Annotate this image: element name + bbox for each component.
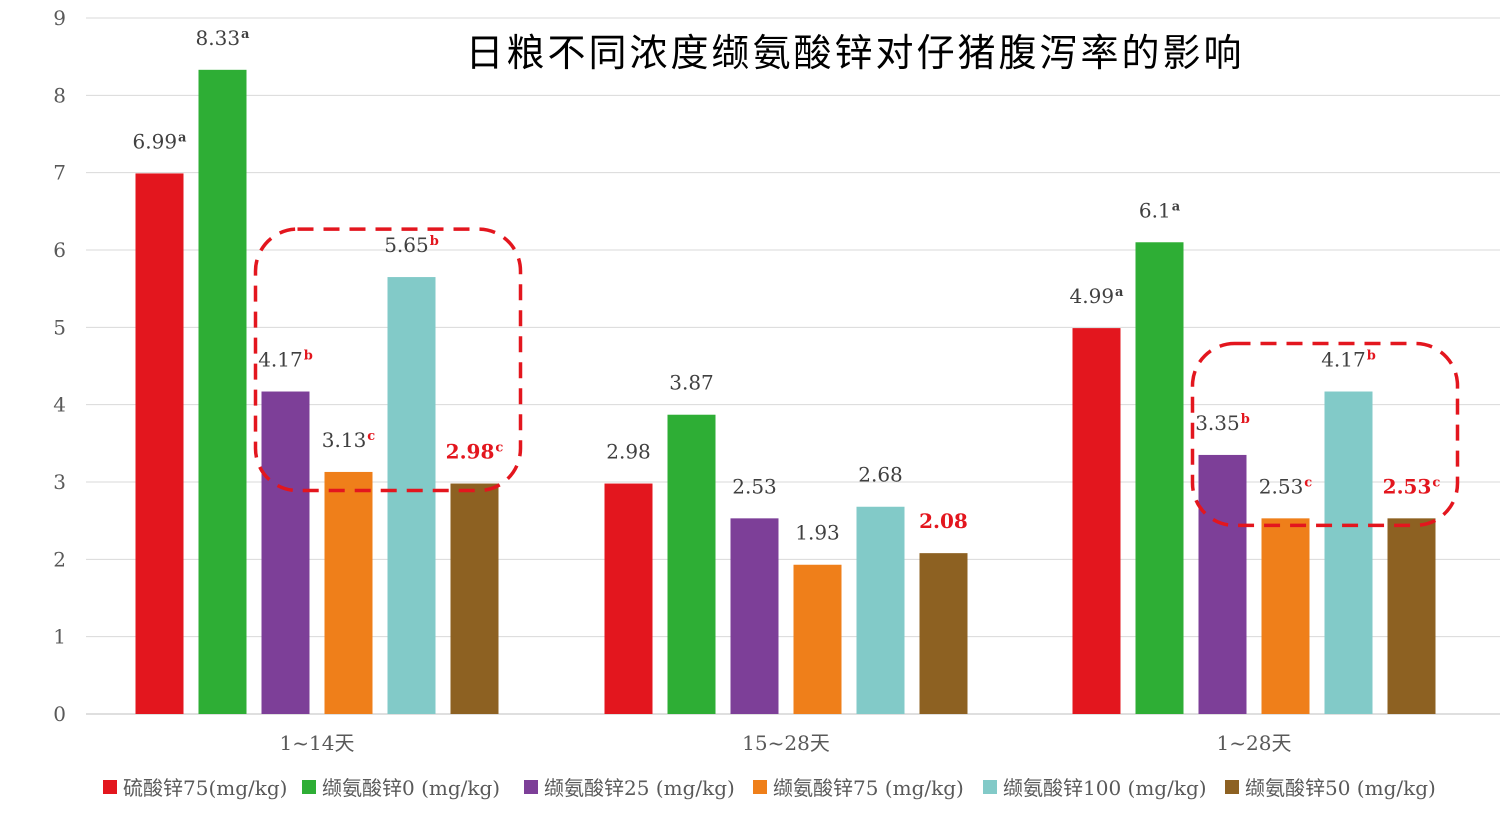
data-label: 4.99a bbox=[1070, 284, 1125, 308]
bar bbox=[1324, 391, 1373, 714]
bar bbox=[324, 471, 373, 714]
data-label: 6.99a bbox=[133, 129, 188, 153]
legend: 硫酸锌75(mg/kg) 缬氨酸锌0 (mg/kg) 缬氨酸锌25 (mg/kg) 缬… bbox=[103, 776, 1436, 800]
y-tick-label: 8 bbox=[53, 83, 66, 107]
data-labels: 6.99a 2.98 4.99a 8.33a 3.87 6.1a 4.17b 2.53 3.35… bbox=[133, 26, 1441, 545]
bar bbox=[261, 391, 310, 714]
bar bbox=[856, 506, 905, 714]
bar bbox=[387, 277, 436, 714]
data-label: 1.93 bbox=[795, 521, 840, 545]
category-label: 15~28天 bbox=[742, 731, 830, 755]
bar bbox=[1135, 242, 1184, 714]
gridlines bbox=[86, 17, 1500, 715]
y-tick-label: 5 bbox=[53, 315, 66, 339]
data-label: 2.53 bbox=[732, 474, 777, 498]
legend-label: 缬氨酸锌100 (mg/kg) bbox=[1003, 776, 1207, 800]
legend-label: 缬氨酸锌75 (mg/kg) bbox=[773, 776, 964, 800]
data-label: 4.17b bbox=[258, 348, 313, 372]
data-label: 2.08 bbox=[919, 509, 968, 533]
legend-swatch bbox=[302, 780, 316, 794]
legend-label: 硫酸锌75(mg/kg) bbox=[123, 776, 287, 800]
y-tick-label: 7 bbox=[53, 161, 66, 185]
highlight-boxes bbox=[253, 227, 1460, 528]
legend-label: 缬氨酸锌25 (mg/kg) bbox=[544, 776, 735, 800]
legend-item: 缬氨酸锌75 (mg/kg) bbox=[753, 776, 964, 800]
data-label: 2.53c bbox=[1259, 474, 1313, 498]
legend-swatch bbox=[103, 780, 117, 794]
legend-item: 硫酸锌75(mg/kg) bbox=[103, 776, 287, 800]
y-tick-label: 6 bbox=[53, 238, 66, 262]
data-label: 6.1a bbox=[1139, 198, 1181, 222]
y-tick-label: 9 bbox=[53, 6, 66, 30]
y-tick-label: 1 bbox=[53, 625, 66, 649]
category-label: 1~14天 bbox=[280, 731, 355, 755]
legend-item: 缬氨酸锌0 (mg/kg) bbox=[302, 776, 500, 800]
bar bbox=[1261, 518, 1310, 714]
bar bbox=[1198, 454, 1247, 714]
bar bbox=[198, 69, 247, 714]
data-label: 2.53c bbox=[1383, 474, 1441, 498]
bar bbox=[450, 483, 499, 714]
category-label: 1~28天 bbox=[1217, 731, 1292, 755]
data-label: 3.87 bbox=[669, 371, 714, 395]
bar bbox=[1072, 328, 1121, 714]
y-tick-label: 3 bbox=[53, 470, 66, 494]
bar bbox=[730, 518, 779, 714]
bar bbox=[1387, 518, 1436, 714]
y-tick-label: 4 bbox=[53, 393, 66, 417]
data-label: 5.65b bbox=[384, 233, 439, 257]
bar bbox=[919, 553, 968, 714]
legend-item: 缬氨酸锌50 (mg/kg) bbox=[1225, 776, 1436, 800]
legend-label: 缬氨酸锌50 (mg/kg) bbox=[1245, 776, 1436, 800]
bar bbox=[135, 173, 184, 714]
legend-swatch bbox=[524, 780, 538, 794]
bar bbox=[667, 414, 716, 714]
y-axis-ticks: 0 1 2 3 4 5 6 7 8 9 bbox=[53, 6, 66, 726]
y-tick-label: 0 bbox=[53, 702, 66, 726]
highlight-box bbox=[1190, 341, 1460, 528]
bars bbox=[135, 69, 1436, 714]
legend-item: 缬氨酸锌25 (mg/kg) bbox=[524, 776, 735, 800]
data-label: 2.98 bbox=[606, 440, 651, 464]
legend-item: 缬氨酸锌100 (mg/kg) bbox=[983, 776, 1207, 800]
data-label: 4.17b bbox=[1321, 348, 1376, 372]
y-tick-label: 2 bbox=[53, 547, 66, 571]
data-label: 3.35b bbox=[1195, 411, 1250, 435]
legend-swatch bbox=[983, 780, 997, 794]
bar bbox=[604, 483, 653, 714]
x-axis-categories: 1~14天 15~28天 1~28天 bbox=[280, 731, 1292, 755]
chart-title: 日粮不同浓度缬氨酸锌对仔猪腹泻率的影响 bbox=[465, 31, 1244, 75]
bar bbox=[793, 564, 842, 714]
legend-swatch bbox=[753, 780, 767, 794]
legend-label: 缬氨酸锌0 (mg/kg) bbox=[322, 776, 500, 800]
data-label: 2.68 bbox=[858, 463, 903, 487]
data-label: 3.13c bbox=[322, 428, 376, 452]
legend-swatch bbox=[1225, 780, 1239, 794]
data-label: 8.33a bbox=[196, 26, 251, 50]
highlight-box bbox=[253, 227, 523, 493]
data-label: 2.98c bbox=[446, 440, 504, 464]
